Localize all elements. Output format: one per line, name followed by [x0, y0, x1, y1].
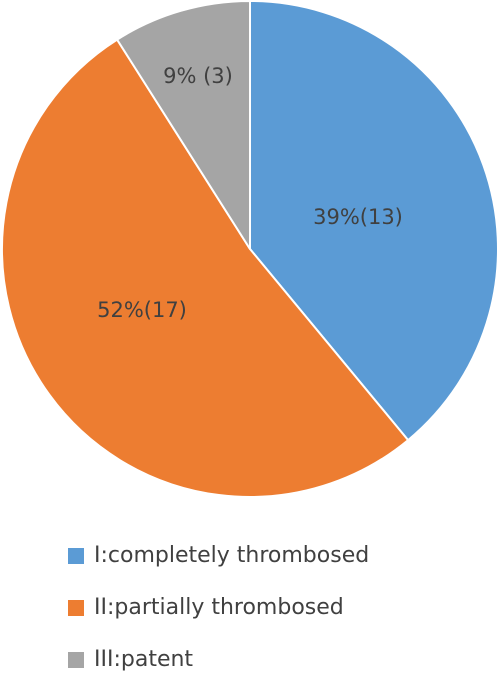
legend-swatch-2	[68, 600, 84, 616]
pie-slices	[0, 0, 499, 498]
legend-label-2: II:partially thrombosed	[94, 595, 344, 620]
pie-slice-3	[116, 0, 251, 250]
slice-label-1: 39%(13)	[313, 205, 403, 229]
legend-swatch-3	[68, 652, 84, 668]
legend-swatch-1	[68, 548, 84, 564]
slice-label-2: 52%(17)	[97, 298, 187, 322]
legend-label-1: I:completely thrombosed	[94, 543, 369, 568]
slice-labels: 39%(13) 52%(17) 9% (3)	[97, 64, 403, 322]
legend: I:completely thrombosed II:partially thro…	[68, 543, 369, 672]
pie-slice-1	[249, 0, 499, 442]
legend-label-3: III:patent	[94, 647, 193, 672]
pie-slice-2	[0, 38, 410, 498]
slice-label-3: 9% (3)	[163, 64, 233, 88]
